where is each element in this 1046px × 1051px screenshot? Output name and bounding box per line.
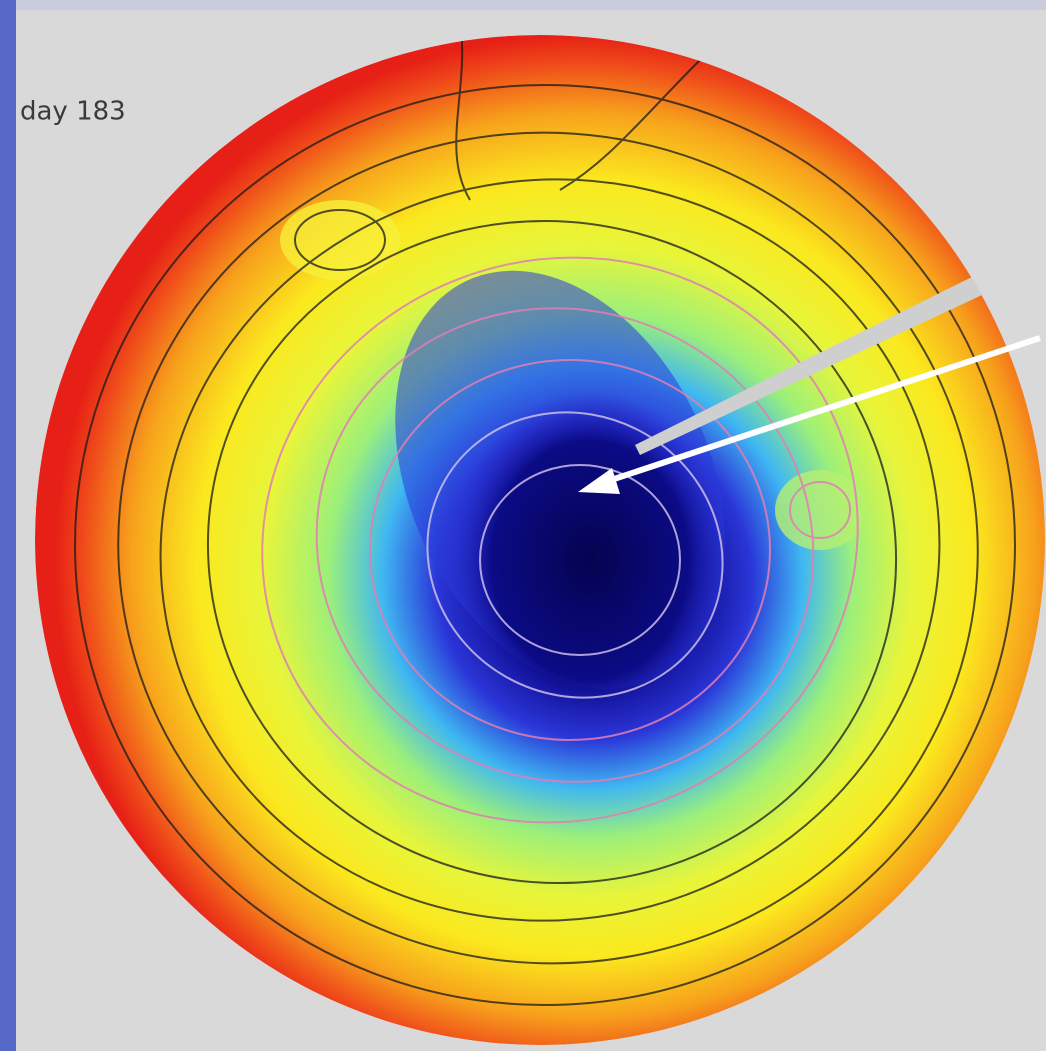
- day-label: day 183: [20, 97, 126, 127]
- arrow-shaft: [604, 335, 1041, 485]
- high-cell: [280, 200, 400, 280]
- top-edge: [16, 0, 1046, 10]
- ozone-hole: [450, 390, 730, 730]
- gray-band: [635, 240, 1045, 455]
- high-cell: [775, 470, 865, 550]
- arrow: [578, 335, 1041, 494]
- polar-map: [35, 35, 1045, 1045]
- contours-light: [426, 411, 724, 699]
- contours-pink: [261, 256, 859, 824]
- arrow-head: [578, 468, 620, 494]
- contours: [74, 35, 1016, 1006]
- left-edge: [0, 0, 16, 1051]
